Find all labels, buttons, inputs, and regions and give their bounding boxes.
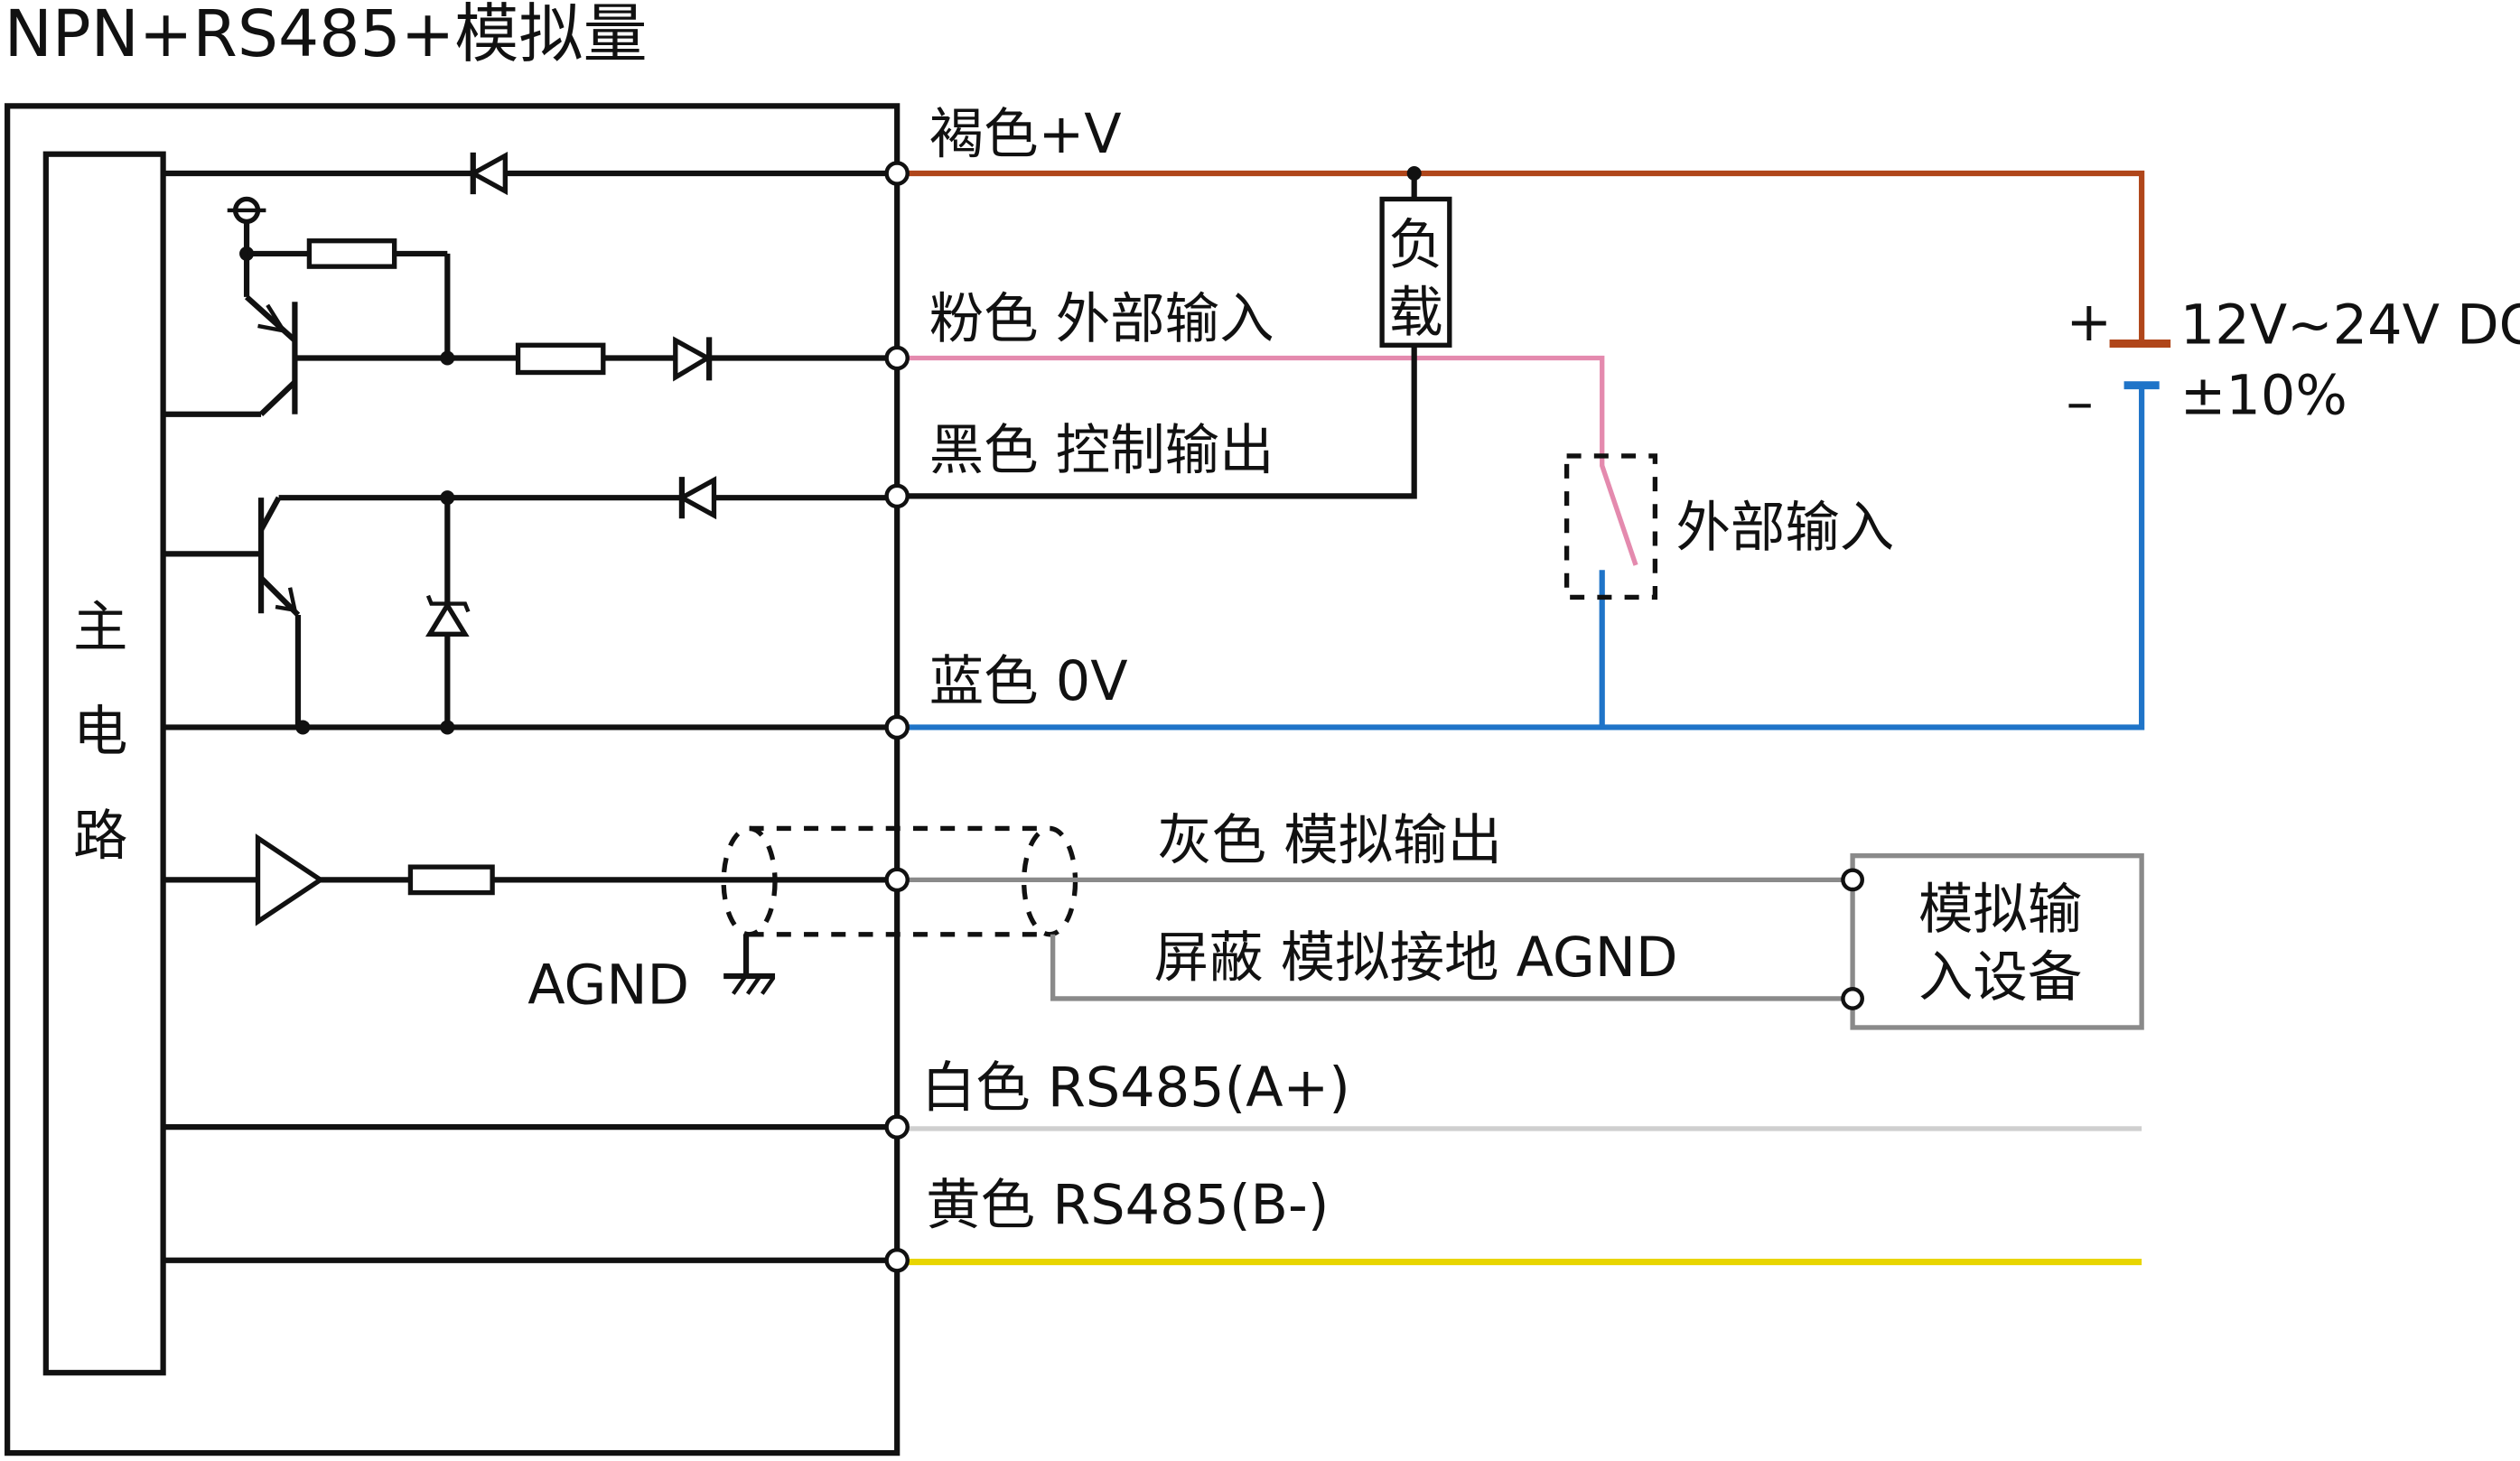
analog-input-device xyxy=(1850,853,2144,1030)
yellow-wire-label: 黄色 RS485(B-) xyxy=(926,1174,1329,1237)
power-minus-label: – xyxy=(2067,371,2094,434)
blue-wire xyxy=(908,385,2145,730)
resistor-icon xyxy=(515,342,606,376)
power-voltage: 12V~24V DC xyxy=(2180,293,2520,357)
shield-wire xyxy=(1050,934,1845,1001)
external-wiring xyxy=(908,166,2171,1266)
load-label-2: 载 xyxy=(1388,281,1442,344)
power-plus-label: + xyxy=(2067,291,2113,354)
brown-wire-label: 褐色+V xyxy=(929,103,1122,166)
resistor-icon xyxy=(407,864,495,896)
main-circuit-block xyxy=(42,151,166,1376)
main-circuit-label-1: 主 xyxy=(73,596,127,659)
black-wire xyxy=(908,345,1417,499)
brown-wire xyxy=(908,170,2145,344)
zener-diode-icon xyxy=(425,594,471,637)
sensor-housing xyxy=(5,103,901,1456)
shield-wire-label: 屏蔽 模拟接地 AGND xyxy=(1154,926,1678,990)
external-switch-icon xyxy=(1563,453,1658,600)
ground-icon xyxy=(723,934,776,995)
blue-wire-label: 蓝色 0V xyxy=(929,650,1128,713)
analog-device-label-1: 模拟输 xyxy=(1918,879,2082,942)
main-circuit-label-3: 路 xyxy=(73,805,127,868)
diode-icon xyxy=(673,336,713,382)
agnd-label: AGND xyxy=(527,954,689,1017)
main-circuit-label-2: 电 xyxy=(73,700,127,763)
power-tolerance: ±10% xyxy=(2180,365,2347,428)
load-label-1: 负 xyxy=(1388,214,1442,277)
analog-device-label-2: 入设备 xyxy=(1918,945,2082,1009)
diagram-title: NPN+RS485+模拟量 xyxy=(5,0,648,71)
white-wire-label: 白色 RS485(A+) xyxy=(921,1056,1350,1120)
amplifier-icon xyxy=(255,833,325,926)
switch-label: 外部输入 xyxy=(1676,497,1895,560)
resistor-icon xyxy=(306,238,397,269)
load-box xyxy=(1379,196,1452,348)
gray-wire-label: 灰色 模拟输出 xyxy=(1157,809,1502,872)
internal-circuit xyxy=(163,151,898,1263)
pink-wire xyxy=(908,355,1638,566)
black-wire-label: 黑色 控制输出 xyxy=(929,419,1274,482)
pink-wire-label: 粉色 外部输入 xyxy=(929,287,1274,350)
diode-icon xyxy=(468,151,508,196)
terminals xyxy=(884,161,910,1273)
diode-icon xyxy=(677,476,717,520)
